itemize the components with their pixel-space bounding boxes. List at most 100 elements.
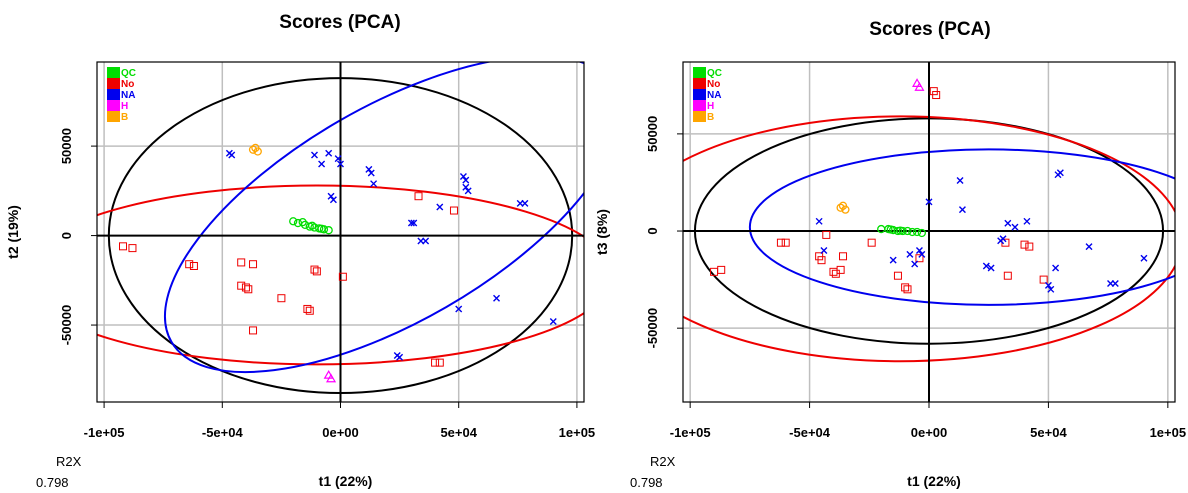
point-na	[906, 250, 914, 258]
point-na	[410, 219, 418, 227]
point-no	[893, 271, 902, 280]
point-qc	[908, 227, 917, 237]
legend-swatch-h	[107, 100, 120, 111]
x-tick-label: 1e+05	[559, 425, 596, 440]
r2x-value: 0.798	[630, 475, 663, 490]
point-no	[244, 285, 253, 294]
point-no	[119, 242, 128, 251]
point-qc	[896, 226, 905, 235]
point-no	[932, 91, 941, 100]
y-axis-label: t3 (8%)	[594, 209, 610, 255]
point-na	[455, 305, 463, 313]
r2x-label: R2X	[56, 454, 82, 469]
point-no	[310, 265, 319, 274]
point-qc	[912, 227, 922, 237]
point-qc	[289, 217, 298, 226]
x-tick-label: 0e+00	[911, 425, 948, 440]
point-no	[189, 262, 198, 270]
point-qc	[317, 224, 326, 233]
legend-swatch-b	[693, 111, 706, 122]
point-na	[325, 149, 333, 157]
legend-label-no: No	[121, 79, 134, 90]
point-no	[781, 238, 790, 247]
point-na	[370, 180, 378, 188]
point-na	[334, 155, 342, 163]
point-na	[521, 199, 529, 207]
point-no	[903, 285, 912, 294]
point-na	[1085, 243, 1093, 251]
confidence-ellipses	[683, 115, 1175, 363]
point-na	[549, 317, 557, 325]
point-no	[1025, 242, 1034, 251]
point-na	[1047, 285, 1055, 293]
x-tick-label: 5e+04	[1030, 425, 1067, 440]
point-no	[449, 206, 458, 215]
point-na	[987, 264, 995, 272]
point-na	[958, 206, 966, 214]
point-no	[839, 252, 848, 261]
legend-label-no: No	[707, 79, 720, 90]
point-na	[956, 177, 964, 185]
legend-swatch-qc	[107, 67, 120, 78]
point-h	[914, 82, 925, 91]
point-na	[228, 151, 236, 159]
legend-swatch-na	[693, 89, 706, 100]
ellipse-na	[748, 148, 1175, 306]
chart-title: Scores (PCA)	[279, 12, 400, 33]
point-no	[237, 258, 246, 267]
pca-panel-1: -1e+05 -5e+04 0e+00 5e+04 1e+05 -50000 0 50000 S…	[5, 12, 596, 490]
legend-swatch-no	[107, 78, 120, 89]
y-tick-label: -50000	[59, 305, 74, 345]
x-tick-label: -5e+04	[789, 425, 831, 440]
y-tick-label: -50000	[645, 308, 660, 348]
legend-swatch-qc	[693, 67, 706, 78]
point-no	[1020, 240, 1029, 249]
point-na	[1004, 219, 1012, 227]
legend-label-b: B	[707, 112, 714, 123]
y-tick-label: 0	[59, 232, 74, 239]
chart-title: Scores (PCA)	[869, 19, 990, 40]
point-no	[822, 230, 831, 239]
data-points	[710, 78, 1148, 294]
point-no	[776, 238, 785, 247]
point-na	[918, 250, 926, 258]
point-na	[318, 160, 326, 168]
point-qc	[307, 221, 317, 230]
point-no	[836, 265, 845, 274]
x-axis-label: t1 (22%)	[907, 473, 961, 489]
point-qc	[917, 228, 926, 238]
point-no	[241, 283, 250, 292]
point-na	[462, 176, 470, 184]
point-na	[462, 183, 470, 191]
point-qc	[298, 218, 307, 227]
ellipse-no	[683, 115, 1175, 363]
point-no	[901, 283, 910, 292]
legend-swatch-na	[107, 89, 120, 100]
point-no	[435, 358, 444, 367]
point-na	[436, 203, 444, 211]
point-na	[367, 169, 375, 177]
pca-panel-2: -1e+05 -5e+04 0e+00 5e+04 1e+05 -50000 0 50000 S…	[594, 19, 1186, 490]
y-tick-label: 50000	[59, 128, 74, 164]
point-b	[841, 205, 850, 214]
point-na	[337, 160, 344, 168]
point-na	[1052, 264, 1060, 272]
point-h	[326, 373, 337, 383]
point-na	[1056, 169, 1064, 177]
point-no	[128, 244, 137, 253]
x-axis-label: t1 (22%)	[319, 473, 373, 489]
legend-label-b: B	[121, 112, 128, 123]
point-na	[1011, 223, 1019, 231]
point-b	[836, 203, 845, 212]
legend-label-h: H	[121, 101, 128, 112]
point-na	[329, 196, 337, 204]
point-no	[915, 254, 924, 263]
legend-label-qc: QC	[121, 68, 136, 79]
y-tick-label: 0	[645, 227, 660, 234]
point-no	[249, 260, 258, 269]
point-b	[248, 145, 258, 154]
y-tick-label: 50000	[645, 116, 660, 152]
point-b	[253, 147, 262, 156]
